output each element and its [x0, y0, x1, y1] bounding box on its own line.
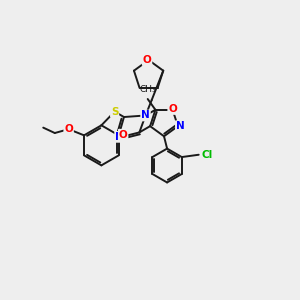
Text: N: N	[141, 110, 150, 121]
Text: N: N	[115, 132, 124, 142]
Text: S: S	[111, 106, 118, 117]
Text: Cl: Cl	[201, 150, 212, 160]
Text: O: O	[119, 130, 128, 140]
Text: CH₃: CH₃	[140, 85, 156, 94]
Text: N: N	[176, 121, 184, 131]
Text: O: O	[168, 104, 177, 114]
Text: O: O	[64, 124, 73, 134]
Text: O: O	[143, 55, 152, 65]
